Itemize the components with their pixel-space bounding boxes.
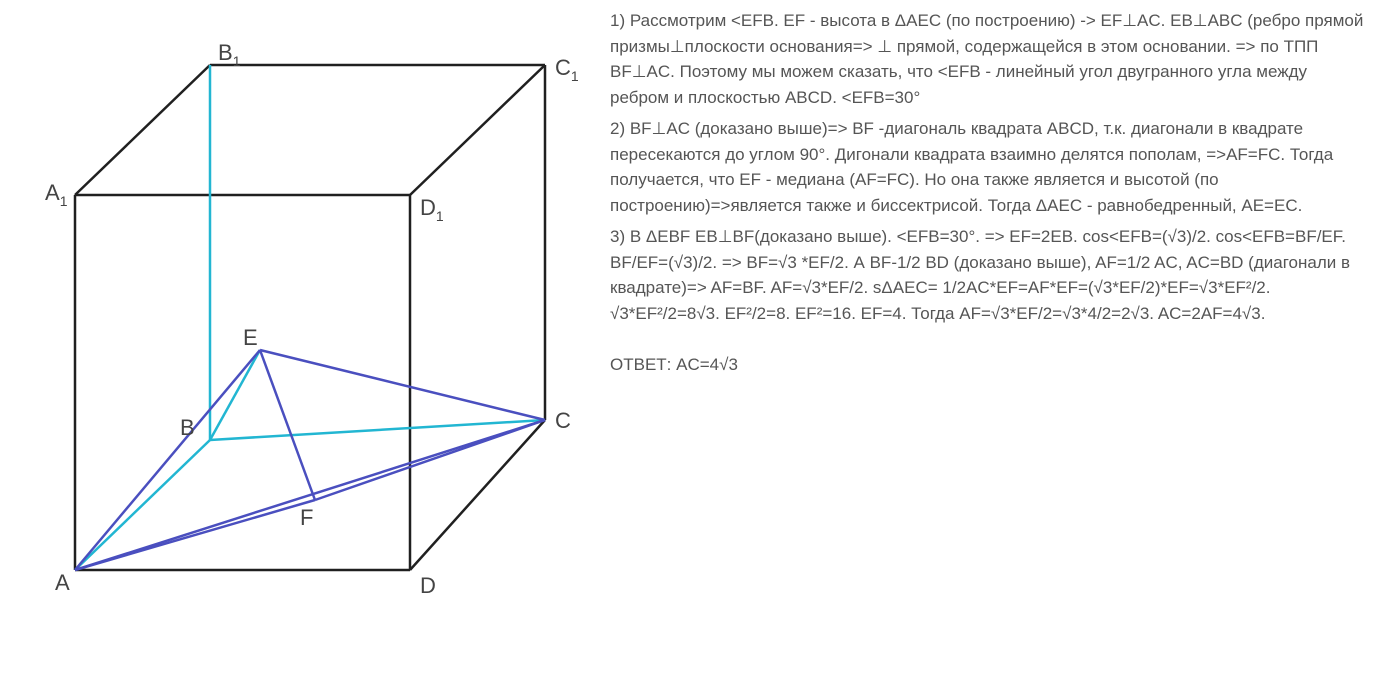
svg-text:C1: C1 [555, 55, 579, 84]
svg-text:B1: B1 [218, 40, 241, 69]
paragraph-1: 1) Рассмотрим <EFB. EF - высота в ΔAEC (… [610, 8, 1368, 110]
solution-text: 1) Рассмотрим <EFB. EF - высота в ΔAEC (… [610, 0, 1388, 688]
paragraph-3: 3) В ΔEBF EB⊥BF(доказано выше). <EFB=30°… [610, 224, 1368, 326]
paragraph-2: 2) BF⊥AC (доказано выше)=> BF -диагональ… [610, 116, 1368, 218]
svg-text:C: C [555, 408, 571, 433]
geometry-diagram: A B C D A1 B1 C1 D1 E F [0, 0, 610, 688]
svg-text:A: A [55, 570, 70, 595]
svg-text:A1: A1 [45, 180, 68, 209]
svg-text:B: B [180, 415, 195, 440]
svg-text:D1: D1 [420, 195, 444, 224]
svg-text:F: F [300, 505, 313, 530]
svg-text:D: D [420, 573, 436, 598]
svg-text:E: E [243, 325, 258, 350]
answer-line: ОТВЕТ: AC=4√3 [610, 352, 1368, 378]
